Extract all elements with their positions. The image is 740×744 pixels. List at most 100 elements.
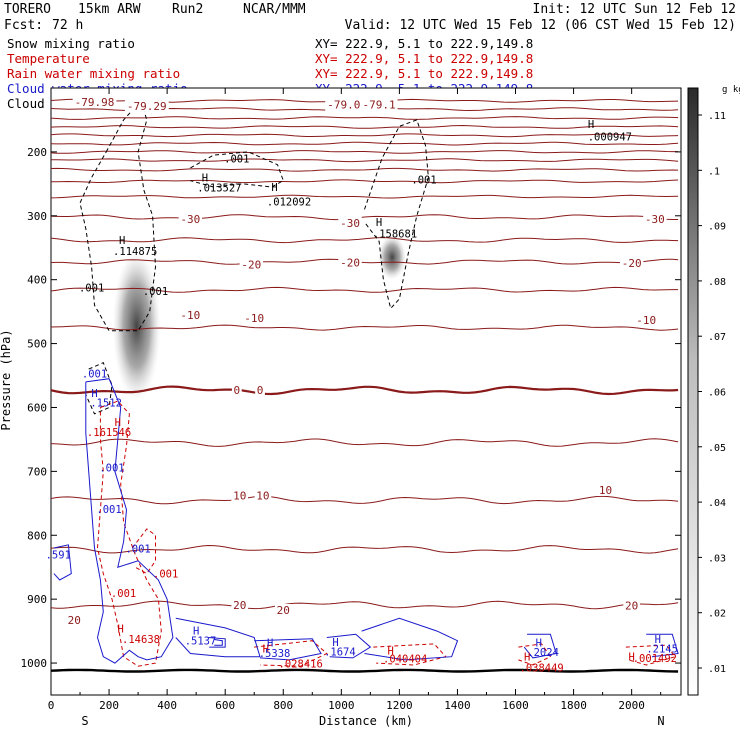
x-tick-label: 800	[273, 699, 293, 712]
isotherm-label: -30	[645, 213, 665, 226]
rain-label: H	[263, 643, 269, 655]
ice-contour	[190, 151, 284, 188]
cloud-water-label: .5137	[185, 636, 217, 648]
isotherm-label-bg	[178, 212, 203, 225]
ice-label: .001	[411, 174, 436, 186]
x-end-label-left: S	[81, 714, 88, 728]
isotherm-line	[51, 324, 679, 331]
isotherm-label-bg	[239, 258, 264, 271]
header-model: TORERO	[4, 2, 51, 17]
isotherm-label-bg	[242, 312, 266, 325]
cloud-water-label: H	[536, 638, 542, 650]
cloud-ice-contours	[79, 99, 429, 415]
isotherm-label-bg	[274, 604, 292, 617]
colorbar-tick-label: .11	[708, 111, 726, 122]
isotherm-label-bg	[231, 384, 242, 397]
isotherm-label: 0	[257, 384, 264, 397]
header-fcst-label: Fcst:	[4, 18, 43, 33]
axes: 0 200 400 600 800 1000 1200 1400 1600 1800 2000200…	[21, 88, 681, 712]
rain-label: .001492	[633, 653, 677, 665]
isotherm-label: 20	[277, 604, 290, 617]
contour-labels: -79.29 -79.08-79.1 -79.98 -30 -30 -30 -20 -20 -2…	[46, 96, 678, 675]
isotherm-label-bg	[65, 614, 83, 627]
rain-label: H	[388, 645, 394, 657]
cloud-water-contour	[254, 638, 322, 661]
isotherm-line	[51, 179, 679, 184]
legend-entry-xy: XY= 222.9, 5.1 to 222.9,149.8	[315, 51, 533, 66]
rain-contour	[254, 640, 328, 667]
rain-contour	[96, 400, 162, 667]
cloud-water-label: .5338	[259, 648, 291, 660]
header-fcst-value: 72 h	[52, 18, 83, 33]
x-tick-label: 1200	[386, 699, 413, 712]
cloud-water-label: .2024	[527, 647, 559, 659]
isotherm-label-bg	[623, 599, 640, 612]
cloud-water-label: .1674	[324, 647, 356, 659]
isotherm-label: -79.29	[127, 100, 167, 113]
cloud-water-label: H	[332, 637, 338, 649]
cloud-water-contour	[85, 378, 174, 664]
isotherm-label-bg	[338, 256, 362, 269]
isotherm-label: -20	[241, 258, 261, 271]
isotherm-label: -10	[180, 309, 200, 322]
rain-label: .001	[153, 569, 178, 581]
isotherm-label-bg	[72, 96, 117, 109]
cloud-water-contours	[53, 378, 679, 664]
header-run: Run2	[172, 2, 203, 17]
legend-entry-name: Snow mixing ratio	[7, 36, 135, 51]
rain-label: H	[115, 417, 121, 429]
x-tick-label: 2000	[618, 699, 645, 712]
rain-contour	[131, 528, 156, 575]
cloud-water-contour	[213, 638, 223, 646]
cloud-water-contour	[207, 637, 226, 648]
rain-label: .14638	[122, 634, 160, 646]
colorbar: .01 .02 .03 .04 .05 .06 .07 .08 .09 .1 .11	[687, 87, 726, 696]
colorbar-tick-label: .06	[708, 388, 726, 399]
isotherm-label: -20	[622, 257, 642, 270]
rain-label: .040404	[383, 654, 427, 666]
y-axis-label: Pressure (hPa)	[0, 329, 13, 430]
isotherm-label: 20	[68, 614, 81, 627]
cloud-water-contour	[361, 617, 459, 661]
ice-label: H	[271, 182, 277, 194]
y-tick-label: 1000	[21, 657, 48, 670]
snow-core	[378, 234, 407, 280]
legend-entry-name: Rain water mixing ratio	[7, 66, 180, 81]
isotherm-line	[51, 194, 679, 199]
isotherm-label: -79.08	[327, 99, 367, 112]
colorbar-tick-label: .09	[708, 222, 726, 233]
isotherm-line	[51, 214, 679, 221]
isotherm-label: -79.98	[75, 96, 115, 109]
cloud-water-label: H	[91, 388, 97, 400]
cloud-water-label: .591	[46, 549, 71, 561]
ice-contour	[85, 362, 113, 415]
ice-label: .012092	[267, 197, 311, 209]
colorbar-tick-label: .1	[708, 166, 720, 177]
rain-label: .028416	[279, 659, 323, 671]
cloud-water-label: H	[655, 634, 661, 646]
header-init: Init: 12 UTC Sun 12 Feb 12	[533, 2, 737, 17]
isotherm-label: 20	[233, 599, 246, 612]
colorbar-tick-label: .02	[708, 609, 726, 620]
x-tick-label: 1000	[328, 699, 355, 712]
ice-label: .001	[79, 282, 104, 294]
x-tick-label: 600	[215, 699, 235, 712]
isotherm-label: 10	[256, 490, 269, 503]
legend-entry-xy: XY= 222.9, 5.1 to 222.9,149.8	[315, 36, 533, 51]
y-tick-label: 300	[27, 210, 47, 223]
colorbar-tick-label: .04	[708, 498, 726, 509]
cloud-water-contour	[53, 544, 72, 581]
cloud-water-label: H	[267, 638, 273, 650]
colorbar-tick-label: .01	[708, 664, 726, 675]
isotherm-label: 10	[599, 484, 612, 497]
isotherm-line	[51, 438, 679, 447]
rain-label: H	[118, 624, 124, 636]
isotherm-line	[51, 167, 679, 172]
cloud-water-label: .1512	[90, 397, 122, 409]
isotherm-label-bg	[619, 257, 644, 270]
cloud-water-label: .001	[82, 369, 107, 381]
y-tick-label: 500	[27, 338, 47, 351]
x-end-label-right: N	[657, 714, 664, 728]
y-tick-label: 800	[27, 529, 47, 542]
isotherm-line	[51, 116, 679, 120]
